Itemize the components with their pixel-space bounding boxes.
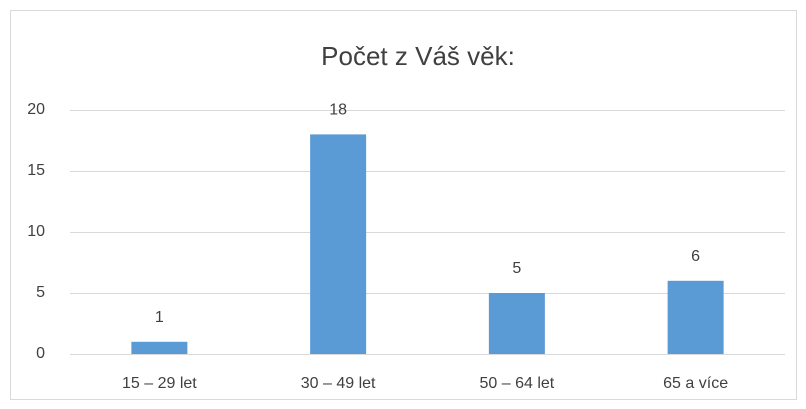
x-tick-label: 15 – 29 let <box>122 375 197 392</box>
data-label: 5 <box>512 260 521 277</box>
bar <box>310 134 367 354</box>
bar <box>131 341 188 354</box>
data-label: 6 <box>691 248 700 265</box>
y-tick-label: 20 <box>27 101 45 118</box>
y-tick-label: 0 <box>36 345 45 362</box>
y-tick-label: 10 <box>27 223 45 240</box>
data-label: 1 <box>155 309 164 326</box>
y-tick-label: 5 <box>36 284 45 301</box>
chart-border <box>10 10 797 400</box>
bar <box>488 293 545 354</box>
y-tick-label: 15 <box>27 162 45 179</box>
x-tick-label: 50 – 64 let <box>480 375 555 392</box>
x-tick-label: 65 a více <box>663 375 728 392</box>
chart-title: Počet z Váš věk: <box>321 41 515 71</box>
data-label: 18 <box>329 102 347 119</box>
bar <box>667 280 724 354</box>
x-tick-label: 30 – 49 let <box>301 375 376 392</box>
